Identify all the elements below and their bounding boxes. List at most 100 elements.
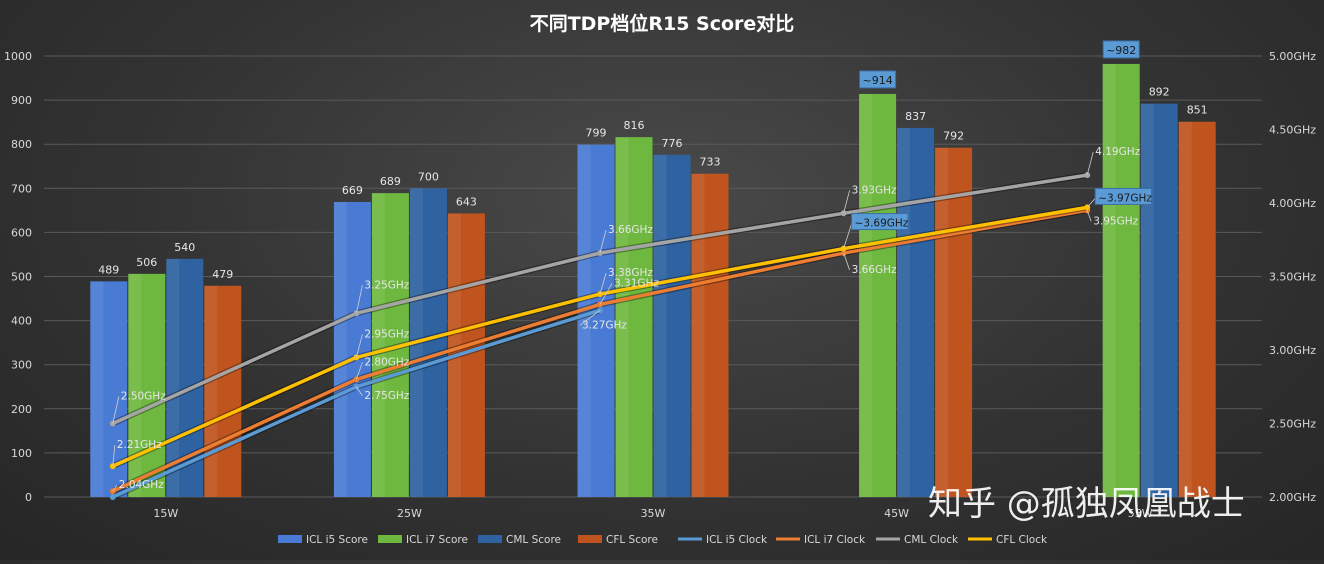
- bar-value-label: 669: [342, 184, 363, 197]
- right-tick-label: 3.50GHz: [1269, 271, 1316, 284]
- clock-value-label: 2.80GHz: [364, 356, 409, 368]
- legend-item: ICL i5 Clock: [678, 534, 768, 546]
- left-tick-label: 800: [11, 138, 32, 151]
- bar-value-label: ~982: [1106, 44, 1136, 57]
- leader-line: [579, 309, 601, 326]
- left-tick-label: 400: [11, 315, 32, 328]
- bar-value-label: 479: [212, 268, 233, 281]
- left-axis: 0 100 200 300 400 500 600 700 800 900 1000: [4, 50, 32, 504]
- bar-sheen: [897, 127, 911, 498]
- clock-value-label: 2.21GHz: [117, 439, 162, 451]
- legend-item: ICL i7 Score: [378, 534, 468, 546]
- legend-label: CFL Score: [606, 534, 658, 546]
- bar-value-label: 799: [586, 127, 607, 140]
- leader-line: [112, 445, 116, 467]
- right-tick-label: 4.50GHz: [1269, 124, 1316, 137]
- left-tick-label: 900: [11, 94, 32, 107]
- bar-value-label: 689: [380, 175, 401, 188]
- right-tick-label: 2.00GHz: [1269, 491, 1316, 504]
- bar-sheen: [653, 154, 667, 497]
- bar-value-label: 733: [700, 156, 721, 169]
- leader-line: [356, 285, 363, 314]
- clock-value-label: 3.38GHz: [608, 267, 653, 279]
- bar: [1140, 103, 1178, 498]
- data-labels: 489 669 799 506 689 816 ~914 ~982 540 700 776 837 89…: [98, 40, 1208, 492]
- clock-value-label: 2.50GHz: [121, 391, 166, 403]
- x-tick-label: 15W: [153, 507, 178, 520]
- x-tick-label: 45W: [884, 507, 909, 520]
- right-tick-label: 4.00GHz: [1269, 197, 1316, 210]
- leader-line: [599, 273, 607, 295]
- bar: [1178, 121, 1216, 498]
- right-tick-label: 2.50GHz: [1269, 418, 1316, 431]
- legend-label: CFL Clock: [996, 534, 1048, 546]
- left-tick-label: 700: [11, 182, 32, 195]
- bar: [935, 147, 973, 497]
- bar: [691, 173, 729, 497]
- left-tick-label: 1000: [4, 50, 32, 63]
- clock-value-label: 2.95GHz: [364, 328, 409, 340]
- leader-line: [112, 484, 118, 492]
- legend-item: CML Score: [478, 534, 561, 546]
- leader-line: [356, 386, 363, 396]
- bar: [333, 201, 371, 497]
- legend: ICL i5 Score ICL i7 Score CML Score CFL Sco…: [278, 534, 1048, 546]
- bar-value-label: 837: [905, 110, 926, 123]
- leader-line: [843, 190, 850, 214]
- bar-sheen: [691, 173, 705, 497]
- x-tick-label: 55W: [1128, 507, 1153, 520]
- bar-value-label: 700: [418, 170, 439, 183]
- clock-value-label: 3.31GHz: [614, 277, 659, 289]
- right-tick-label: 3.00GHz: [1269, 344, 1316, 357]
- leader-line: [112, 396, 120, 424]
- bar-sheen: [1178, 121, 1192, 498]
- bar-sheen: [1140, 103, 1154, 498]
- clock-value-label: ~3.97GHz: [1098, 192, 1152, 204]
- bar-value-label: 506: [136, 256, 157, 269]
- clock-value-label: 3.66GHz: [852, 264, 897, 276]
- bar-sheen: [128, 273, 142, 497]
- bar-sheen: [1102, 63, 1116, 498]
- left-tick-label: 600: [11, 226, 32, 239]
- bar: [128, 273, 166, 497]
- left-tick-label: 100: [11, 447, 32, 460]
- bar-sheen: [371, 193, 385, 497]
- bar-value-label: 851: [1187, 104, 1208, 117]
- bar-value-label: 643: [456, 195, 477, 208]
- bar-value-label: 489: [98, 263, 119, 276]
- bar-value-label: ~914: [862, 74, 892, 87]
- clock-value-label: 3.25GHz: [364, 279, 409, 291]
- bar: [859, 93, 897, 498]
- bars: [90, 63, 1216, 498]
- legend-label: CML Score: [506, 534, 561, 546]
- bar-value-label: 540: [174, 241, 195, 254]
- clock-value-label: 3.27GHz: [582, 319, 627, 331]
- leader-line: [356, 362, 363, 380]
- left-tick-label: 200: [11, 403, 32, 416]
- right-tick-label: 5.00GHz: [1269, 50, 1316, 63]
- leader-line: [1086, 151, 1094, 176]
- legend-item: ICL i7 Clock: [776, 534, 866, 546]
- legend-swatch: [378, 535, 402, 543]
- clock-value-label: 2.75GHz: [364, 390, 409, 402]
- bar-value-label: 816: [624, 119, 645, 132]
- chart-title: 不同TDP档位R15 Score对比: [530, 12, 795, 35]
- clock-value-label: 3.93GHz: [852, 184, 897, 196]
- bar-label-box: [859, 70, 897, 89]
- bar-sheen: [615, 137, 629, 498]
- legend-label: ICL i7 Score: [406, 534, 468, 546]
- leader-line: [356, 334, 363, 358]
- leader-line: [1086, 210, 1092, 222]
- clock-value-label: 3.95GHz: [1093, 215, 1138, 227]
- clock-label-box: [851, 213, 909, 231]
- legend-item: CML Clock: [876, 534, 959, 546]
- legend-label: ICL i5 Score: [306, 534, 368, 546]
- bar-value-label: 792: [943, 130, 964, 143]
- legend-label: ICL i7 Clock: [804, 534, 866, 546]
- watermark: 知乎 @孤独凤凰战士: [928, 484, 1245, 524]
- leader-line: [1086, 198, 1096, 208]
- x-tick-label: 35W: [641, 507, 666, 520]
- bar-sheen: [577, 144, 591, 498]
- bar-value-label: 892: [1149, 86, 1170, 99]
